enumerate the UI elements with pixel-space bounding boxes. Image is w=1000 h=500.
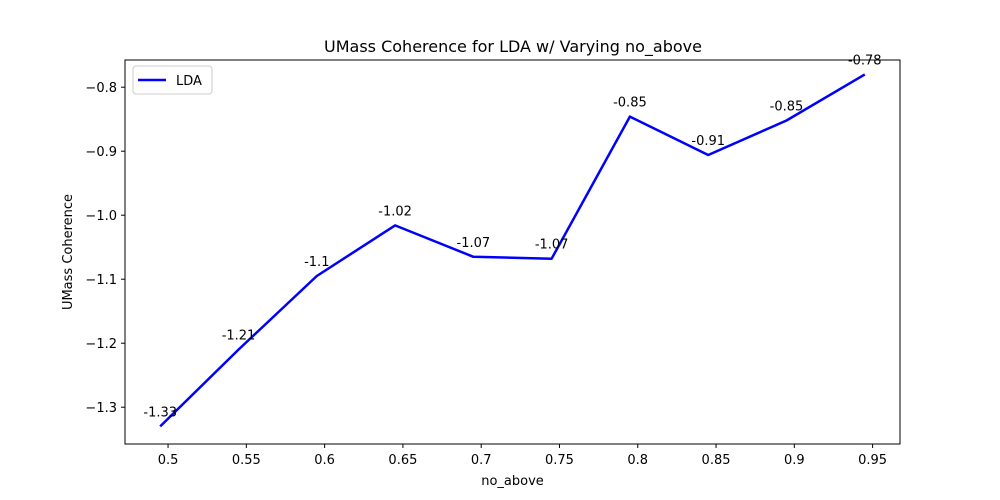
chart-title: UMass Coherence for LDA w/ Varying no_ab… xyxy=(324,37,702,57)
data-label: -1.07 xyxy=(535,238,569,253)
x-tick-label: 0.95 xyxy=(858,453,887,468)
y-tick-label: −1.0 xyxy=(85,209,117,224)
y-axis-label: UMass Coherence xyxy=(61,194,76,310)
legend-box xyxy=(132,65,213,95)
x-axis: 0.5 0.55 0.6 0.65 0.7 0.75 0.8 0.85 0.9 0.95 xyxy=(158,444,887,468)
y-tick-label: −0.8 xyxy=(85,81,117,96)
data-label: -1.02 xyxy=(378,204,412,219)
series-layer: -1.33 -1.21 -1.1 -1.02 -1.07 -1.07 -0.85 -0.91 -… xyxy=(143,53,882,428)
legend: LDA xyxy=(132,65,213,95)
x-tick-label: 0.75 xyxy=(545,453,574,468)
y-tick-label: −0.9 xyxy=(85,145,117,160)
x-tick-label: 0.55 xyxy=(232,453,261,468)
data-label: -0.85 xyxy=(613,96,647,111)
data-label: -1.07 xyxy=(457,236,491,251)
x-tick-label: 0.85 xyxy=(702,453,731,468)
x-axis-label: no_above xyxy=(481,474,544,489)
series-line-lda xyxy=(159,73,866,428)
x-tick-label: 0.5 xyxy=(158,453,179,468)
legend-label: LDA xyxy=(176,74,202,89)
data-label: -1.33 xyxy=(143,405,177,420)
data-label: -1.1 xyxy=(304,255,329,270)
data-label: -0.85 xyxy=(770,99,804,114)
plot-area xyxy=(124,59,901,445)
x-tick-label: 0.7 xyxy=(471,453,492,468)
y-tick-label: −1.1 xyxy=(85,273,117,288)
y-axis: −1.3 −1.2 −1.1 −1.0 −0.9 −0.8 xyxy=(85,81,125,416)
x-tick-label: 0.9 xyxy=(784,453,805,468)
x-tick-label: 0.6 xyxy=(314,453,335,468)
data-label: -1.21 xyxy=(222,329,256,344)
x-tick-label: 0.8 xyxy=(627,453,648,468)
data-label: -0.91 xyxy=(691,134,725,149)
data-label: -0.78 xyxy=(848,53,882,68)
y-tick-label: −1.3 xyxy=(85,401,117,416)
x-tick-label: 0.65 xyxy=(388,453,417,468)
y-tick-label: −1.2 xyxy=(85,337,117,352)
